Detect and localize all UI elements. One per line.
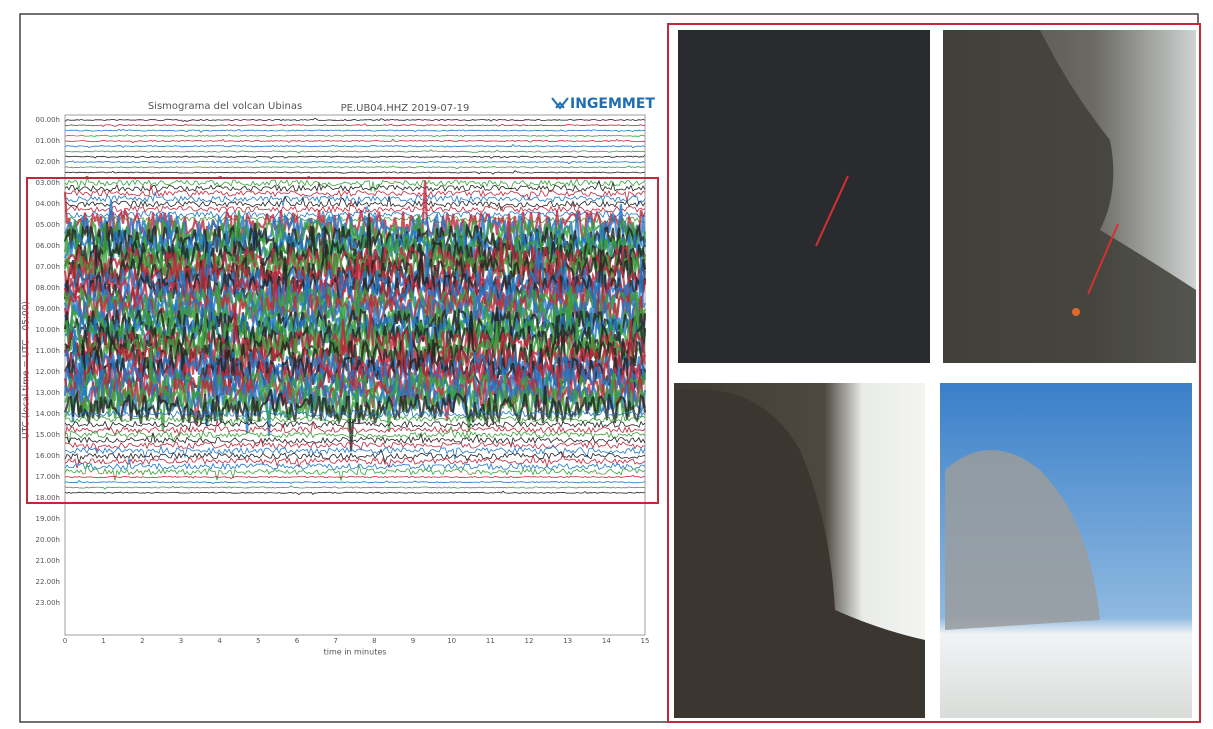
trace <box>65 145 645 148</box>
hour-label: 22.00h <box>36 578 60 586</box>
minute-label: 7 <box>333 637 337 645</box>
trace <box>65 486 645 489</box>
trace <box>65 129 645 132</box>
hour-label: 11.00h <box>36 347 60 355</box>
hour-label: 04.00h <box>36 200 60 208</box>
hour-label: 16.00h <box>36 452 60 460</box>
hour-label: 13.00h <box>36 389 60 397</box>
trace <box>65 139 645 142</box>
hour-label: 03.00h <box>36 179 60 187</box>
hour-label: 05.00h <box>36 221 60 229</box>
page: Sismograma del volcan Ubinas PE.UB04.HHZ… <box>0 0 1213 729</box>
minute-label: 3 <box>179 637 183 645</box>
minute-label: 11 <box>486 637 495 645</box>
minute-label: 1 <box>101 637 105 645</box>
hour-label: 21.00h <box>36 557 60 565</box>
x-axis-label: time in minutes <box>324 648 387 657</box>
hour-label: 19.00h <box>36 515 60 523</box>
hour-label: 15.00h <box>36 431 60 439</box>
hour-label: 12.00h <box>36 368 60 376</box>
hour-label: 00.00h <box>36 116 60 124</box>
seismogram: Sismograma del volcan Ubinas PE.UB04.HHZ… <box>22 96 659 657</box>
trace <box>65 481 645 484</box>
minute-label: 5 <box>256 637 260 645</box>
hour-label: 10.00h <box>36 326 60 334</box>
trace <box>65 150 645 153</box>
minute-label: 4 <box>217 637 222 645</box>
hour-label: 20.00h <box>36 536 60 544</box>
plot-title: Sismograma del volcan Ubinas <box>148 101 302 112</box>
hour-label: 06.00h <box>36 242 60 250</box>
traces <box>65 118 645 494</box>
trace <box>65 155 645 159</box>
minute-label: 15 <box>641 637 650 645</box>
hour-label: 07.00h <box>36 263 60 271</box>
hour-label: 02.00h <box>36 158 60 166</box>
hour-label: 14.00h <box>36 410 60 418</box>
figure: Sismograma del volcan Ubinas PE.UB04.HHZ… <box>0 0 1213 729</box>
glow <box>1072 308 1080 316</box>
trace <box>65 166 645 169</box>
trace <box>65 124 645 127</box>
photo-night <box>678 30 930 363</box>
station: PE.UB04.HHZ 2019-07-19 <box>341 103 470 114</box>
trace <box>65 118 645 121</box>
minute-label: 6 <box>295 637 300 645</box>
hour-label: 08.00h <box>36 284 60 292</box>
photo-panel <box>668 24 1200 722</box>
hour-label: 01.00h <box>36 137 60 145</box>
logo-icon <box>552 98 568 108</box>
minute-label: 14 <box>602 637 611 645</box>
trace <box>65 135 645 137</box>
hour-label: 09.00h <box>36 305 60 313</box>
minute-label: 13 <box>563 637 572 645</box>
trace <box>65 160 645 163</box>
trace <box>65 445 645 460</box>
minute-label: 8 <box>372 637 376 645</box>
trace <box>65 171 645 175</box>
minute-label: 10 <box>447 637 456 645</box>
minute-label: 9 <box>411 637 415 645</box>
hour-label: 23.00h <box>36 599 60 607</box>
hour-label: 17.00h <box>36 473 60 481</box>
logo: INGEMMET <box>570 96 655 112</box>
minute-label: 2 <box>140 637 144 645</box>
trace <box>65 475 645 478</box>
hour-label: 18.00h <box>36 494 60 502</box>
trace <box>65 491 645 494</box>
minute-label: 0 <box>63 637 67 645</box>
minute-label: 12 <box>525 637 534 645</box>
